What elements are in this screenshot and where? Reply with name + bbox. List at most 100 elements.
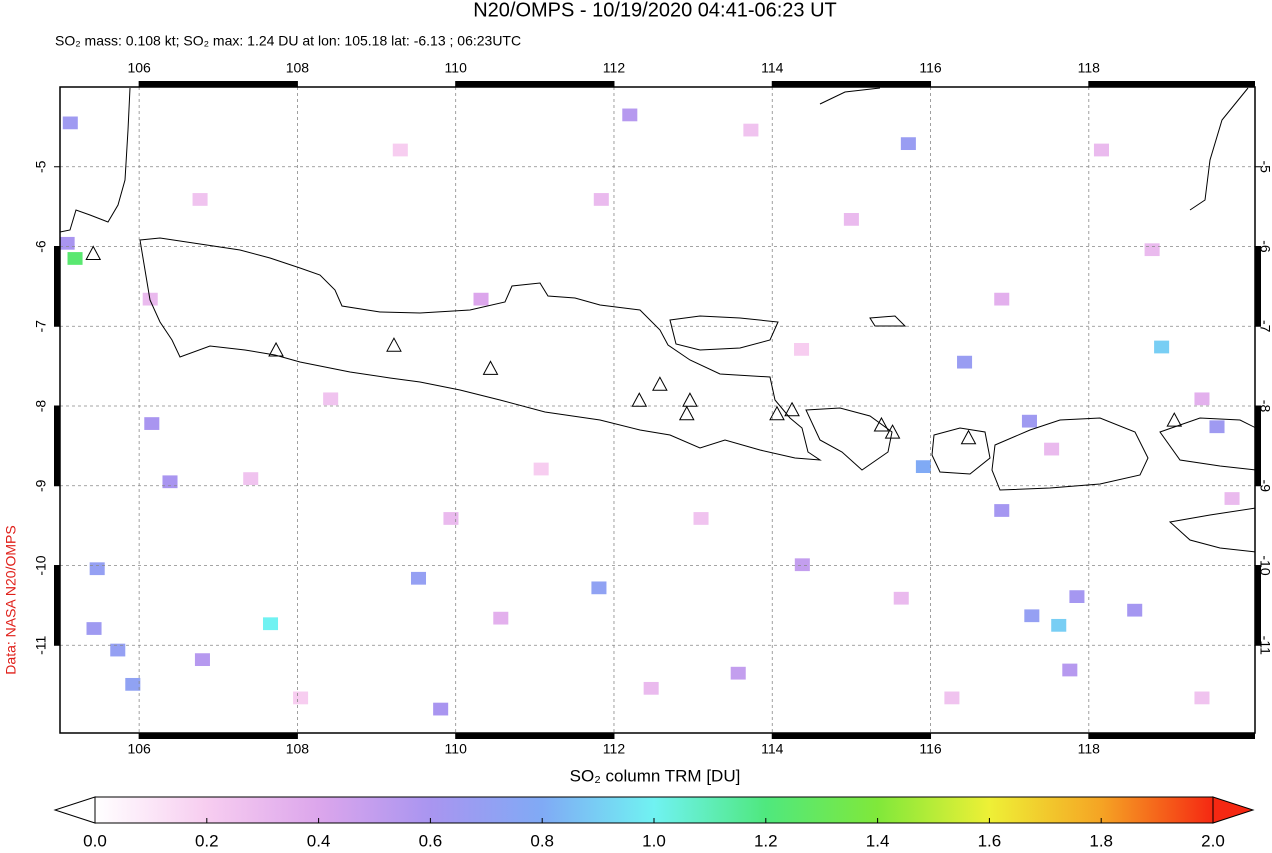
so2-pixel: [392, 143, 408, 157]
colorbar-tick-label: 1.4: [866, 831, 890, 850]
so2-pixel: [915, 460, 931, 474]
so2-pixel: [110, 643, 126, 657]
so2-pixel: [323, 392, 339, 406]
x-tick-label: 110: [445, 60, 468, 76]
y-tick-label: -5: [33, 160, 49, 173]
so2-pixel: [243, 472, 259, 485]
y-tick-label: -7: [33, 320, 49, 333]
colorbar-tick-label: 2.0: [1201, 831, 1225, 850]
frame-band: [1088, 733, 1255, 739]
frame-band: [1255, 406, 1261, 486]
so2-pixel: [262, 617, 279, 631]
coastline: [805, 407, 893, 471]
x-tick-label: 108: [286, 741, 310, 757]
volcano: [884, 424, 901, 439]
so2-pixel: [493, 611, 509, 625]
y-tick-label: -11: [1257, 636, 1272, 655]
volcano: [960, 429, 977, 445]
axes: 106 106 108 108 110 110 112 112 114 114 116 116 118 1…: [33, 60, 1272, 757]
colorbar-tick-label: 0.8: [530, 831, 554, 850]
so2-pixel: [194, 653, 210, 667]
frame-band: [455, 733, 614, 739]
x-tick-label: 116: [919, 741, 942, 757]
so2-pixel: [593, 193, 609, 206]
colorbar: 0.0 0.2 0.4 0.6 0.8 1.0 1.2 1.4 1.6 1.8 2.0: [53, 796, 1255, 850]
frame-band: [54, 246, 60, 327]
so2-pixel: [62, 116, 78, 130]
so2-pixel: [410, 571, 427, 585]
x-tick-label: 112: [603, 60, 626, 76]
coastline: [819, 87, 881, 105]
y-tick-label: -10: [33, 555, 49, 575]
so2-pixel: [900, 137, 916, 151]
so2-pixel: [86, 622, 102, 635]
so2-pixels: [60, 108, 1240, 716]
so2-pixel: [944, 691, 960, 705]
volcano: [631, 392, 648, 407]
so2-pixel: [473, 292, 489, 306]
so2-pixel: [144, 417, 160, 430]
volcano: [386, 337, 402, 352]
volcano: [482, 360, 499, 375]
colorbar-tick-label: 0.6: [419, 831, 443, 850]
plot-frame: [59, 86, 1256, 734]
volcano: [678, 405, 695, 421]
colorbar-tick-label: 1.8: [1089, 831, 1113, 850]
volcano: [85, 245, 102, 260]
y-tick-label: -8: [33, 400, 49, 413]
x-tick-label: 106: [127, 60, 151, 76]
volcano: [1166, 412, 1183, 427]
colorbar-tick-label: 0.2: [195, 831, 219, 850]
so2-pixel: [162, 475, 178, 489]
volcano: [652, 376, 668, 391]
frame-band: [1255, 565, 1261, 646]
so2-pixel: [533, 462, 549, 476]
so2-pixel: [192, 193, 208, 206]
so2-pixel: [994, 292, 1010, 306]
so2-pixel: [693, 512, 709, 525]
x-tick-label: 118: [1078, 741, 1101, 757]
so2-pixel: [591, 581, 607, 595]
y-tick-label: -11: [33, 635, 49, 654]
so2-pixel: [1224, 492, 1240, 505]
frame-band: [1088, 81, 1255, 87]
so2-pixel: [622, 108, 638, 122]
so2-pixel: [1021, 414, 1037, 428]
volcanoes: [85, 245, 1183, 445]
x-tick-label: 106: [127, 741, 151, 757]
frame-band: [54, 565, 60, 646]
so2-pixel: [1044, 442, 1060, 456]
so2-pixel: [433, 702, 449, 716]
x-tick-label: 116: [919, 60, 942, 76]
so2-pixel: [443, 512, 459, 525]
title: N20/OMPS - 10/19/2020 04:41-06:23 UT: [473, 0, 837, 21]
so2-pixel: [1024, 609, 1040, 623]
so2-pixel: [60, 236, 75, 250]
so2-pixel: [794, 343, 810, 356]
so2-pixel: [125, 677, 141, 691]
coastline: [1168, 507, 1255, 553]
frame-band: [139, 81, 298, 87]
colorbar-label: SO₂ column TRM [DU]: [570, 766, 741, 785]
so2-pixel: [1062, 663, 1078, 677]
so2-pixel: [1144, 243, 1160, 257]
colorbar-under: [53, 796, 96, 824]
so2-pixel: [1194, 691, 1210, 705]
grid: [60, 87, 1255, 733]
coastline: [60, 87, 131, 233]
volcano: [769, 405, 785, 421]
so2-pixel: [1069, 590, 1085, 604]
colorbar-tick-label: 1.0: [642, 831, 666, 850]
x-tick-label: 114: [761, 60, 784, 76]
coastlines: [60, 87, 1255, 553]
frame-band: [54, 406, 60, 486]
frame-band: [455, 81, 614, 87]
x-tick-label: 110: [445, 741, 468, 757]
so2-pixel: [1093, 143, 1109, 157]
coastline: [669, 315, 779, 351]
colorbar-tick-label: 0.0: [83, 831, 107, 850]
so2-pixel: [893, 591, 909, 605]
coastline: [1189, 87, 1249, 211]
frame-band: [772, 733, 931, 739]
